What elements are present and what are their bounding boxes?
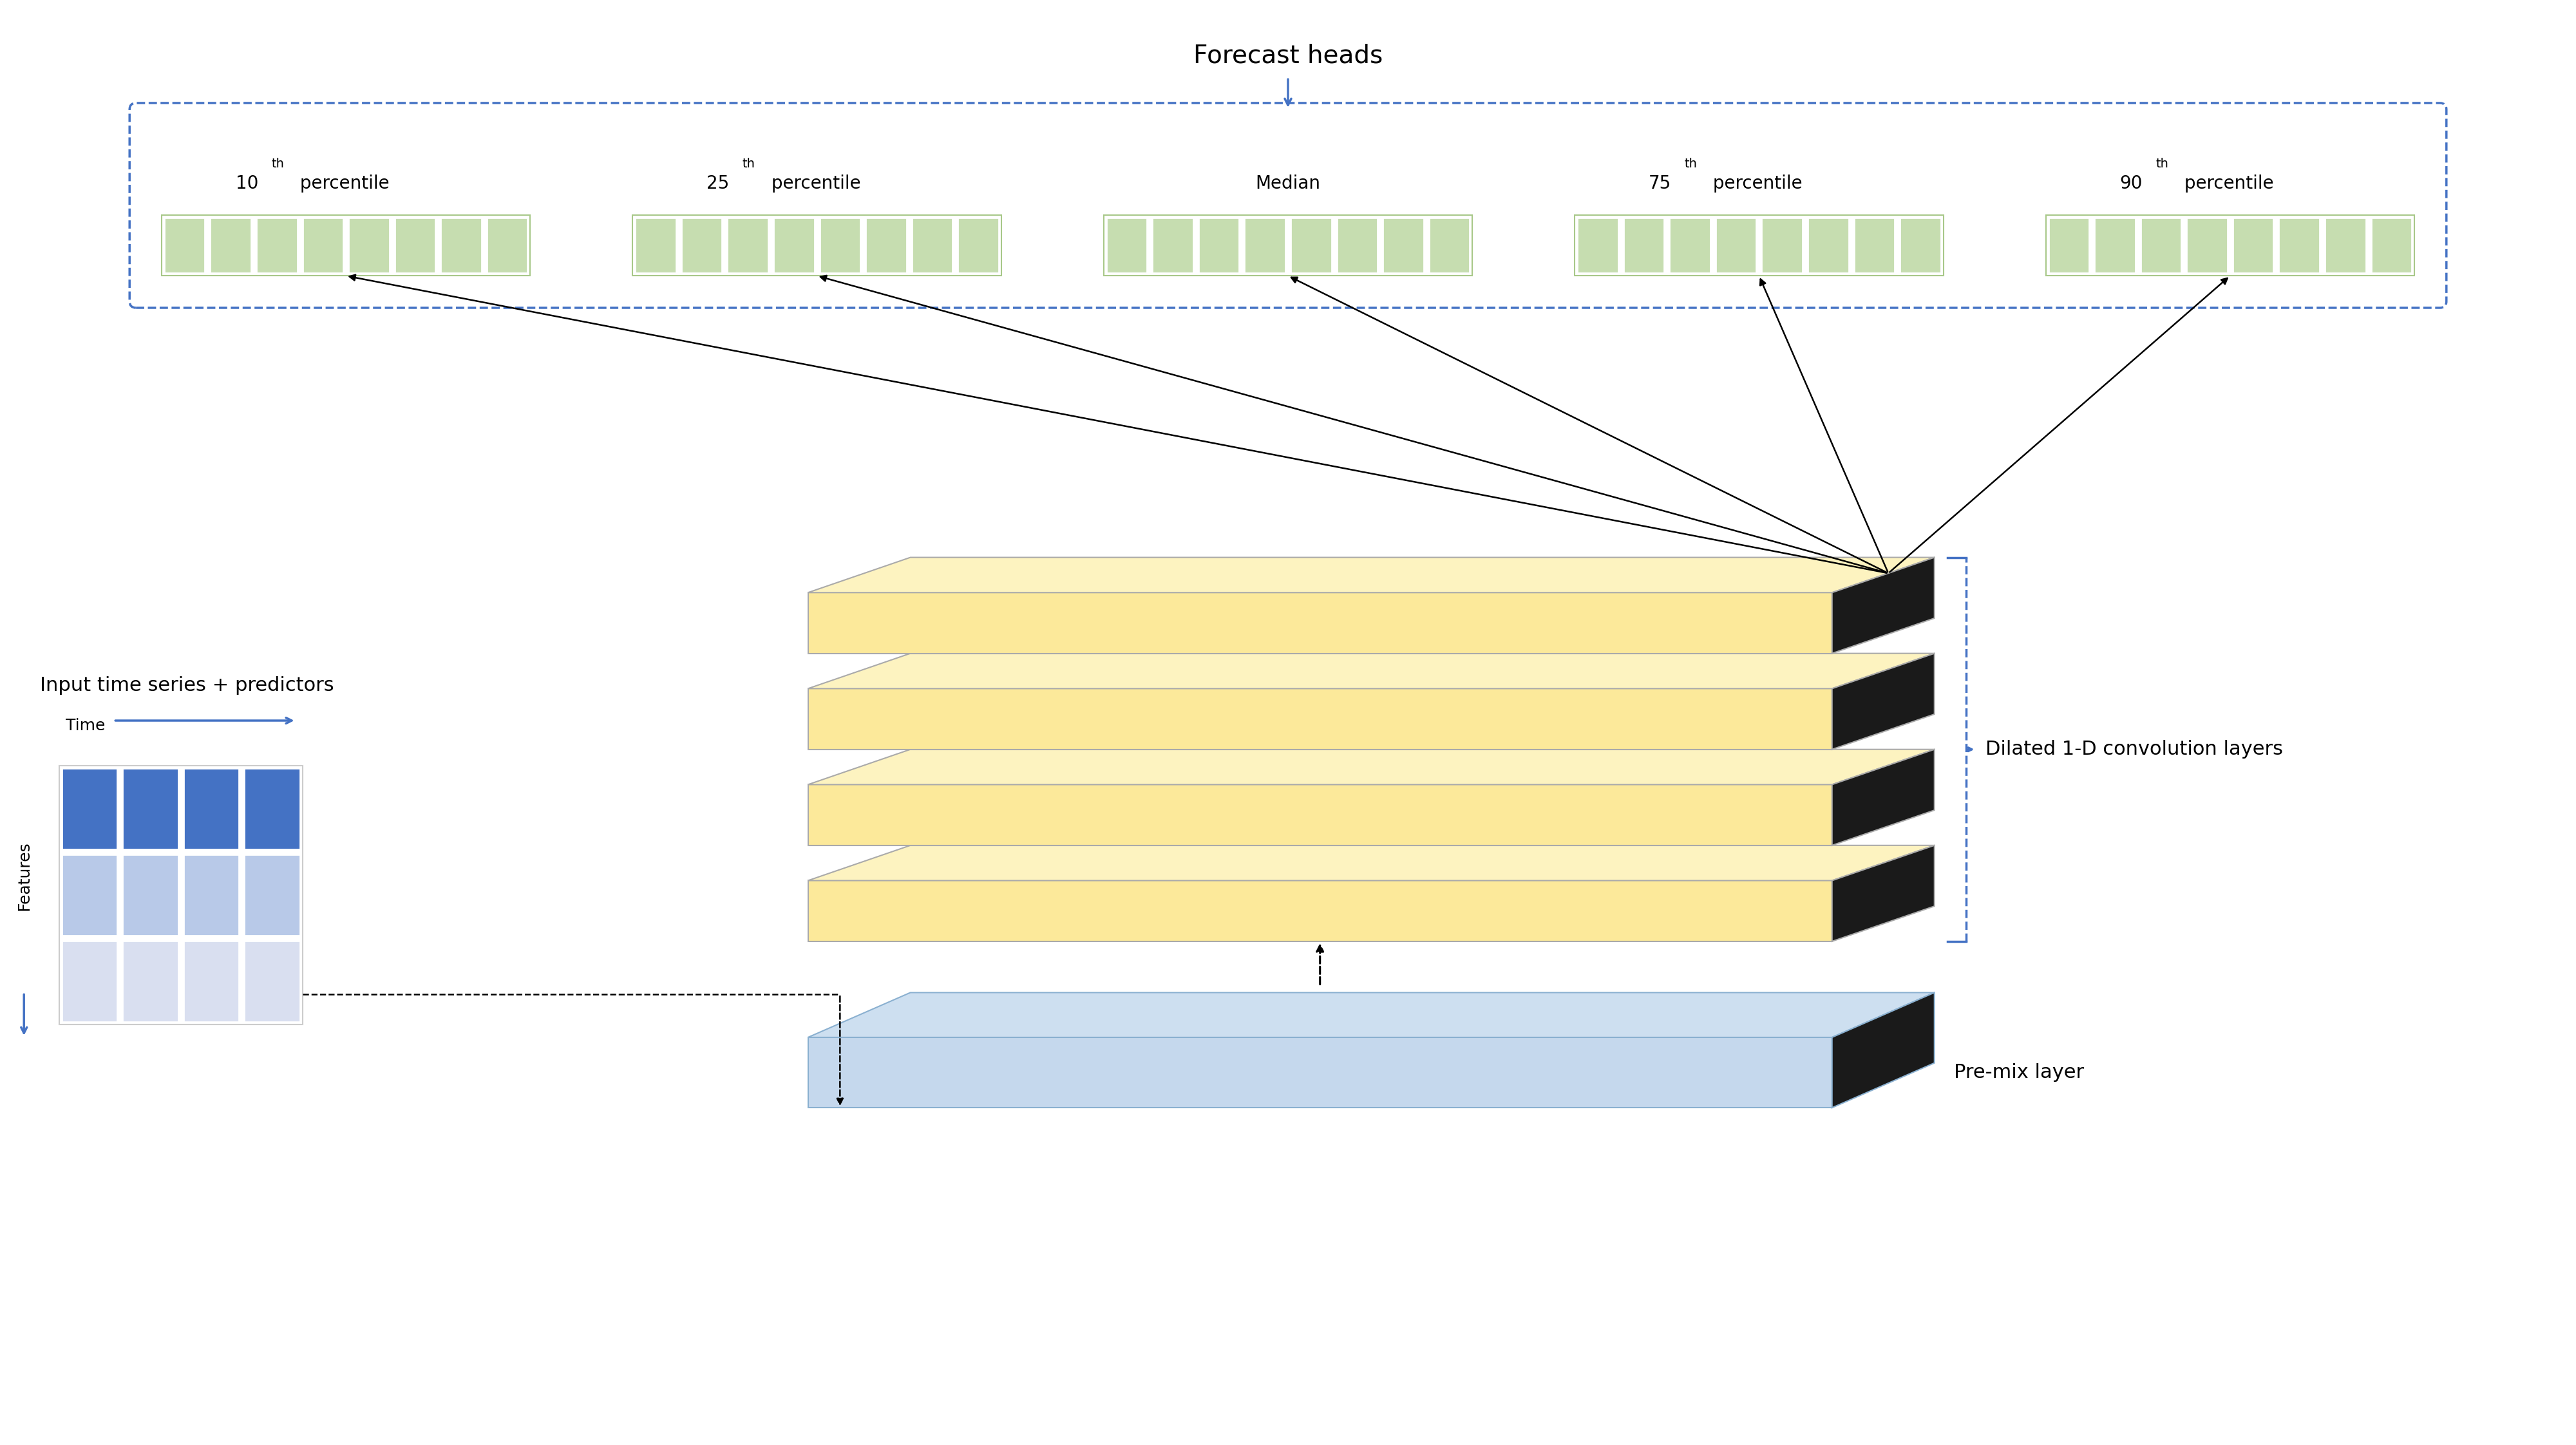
Bar	[1762, 218, 1803, 273]
Bar	[1291, 218, 1332, 273]
Bar	[165, 218, 206, 273]
Polygon shape	[809, 558, 1935, 592]
Bar	[162, 215, 531, 276]
Bar	[183, 854, 240, 935]
Bar	[2324, 218, 2365, 273]
Bar	[211, 218, 252, 273]
Polygon shape	[1832, 993, 1935, 1108]
Bar	[124, 854, 178, 935]
Polygon shape	[809, 592, 1832, 653]
Text: 75: 75	[1649, 175, 1672, 192]
Bar	[245, 941, 299, 1022]
Bar	[183, 767, 240, 850]
Bar	[2233, 218, 2275, 273]
Polygon shape	[809, 653, 1935, 689]
Bar	[819, 218, 860, 273]
Text: th: th	[2156, 158, 2169, 171]
Bar	[2094, 218, 2136, 273]
Polygon shape	[809, 880, 1832, 941]
Bar	[124, 941, 178, 1022]
Bar	[634, 215, 1002, 276]
Text: 10: 10	[234, 175, 258, 192]
Bar	[2187, 218, 2228, 273]
Polygon shape	[1832, 845, 1935, 941]
Polygon shape	[809, 1038, 1832, 1108]
Bar	[958, 218, 999, 273]
Bar	[348, 218, 389, 273]
Bar	[1901, 218, 1940, 273]
Polygon shape	[809, 845, 1935, 880]
Text: Median: Median	[1255, 175, 1321, 192]
Bar	[255, 218, 296, 273]
Bar	[1577, 218, 1618, 273]
Bar	[636, 218, 675, 273]
Bar	[1383, 218, 1425, 273]
Bar	[487, 218, 528, 273]
Text: Input time series + predictors: Input time series + predictors	[41, 676, 335, 695]
Bar	[2045, 215, 2414, 276]
Bar	[1855, 218, 1896, 273]
Bar	[62, 767, 118, 850]
Bar	[866, 218, 907, 273]
Bar	[2370, 218, 2411, 273]
Bar	[912, 218, 953, 273]
Text: th: th	[1685, 158, 1698, 171]
Bar	[183, 941, 240, 1022]
Bar	[2141, 218, 2182, 273]
Bar	[680, 218, 721, 273]
Polygon shape	[1832, 653, 1935, 750]
Bar	[1103, 215, 1473, 276]
Bar	[1337, 218, 1378, 273]
Bar	[1669, 218, 1710, 273]
Bar	[1808, 218, 1850, 273]
Text: percentile: percentile	[2179, 175, 2275, 192]
Bar	[1430, 218, 1471, 273]
Bar	[1716, 218, 1757, 273]
Text: Time: Time	[64, 718, 106, 734]
Text: th: th	[270, 158, 283, 171]
Polygon shape	[1832, 558, 1935, 653]
Text: percentile: percentile	[294, 175, 389, 192]
Bar	[301, 218, 343, 273]
Bar	[62, 941, 118, 1022]
Text: percentile: percentile	[765, 175, 860, 192]
Bar	[1105, 218, 1146, 273]
Text: percentile: percentile	[1708, 175, 1803, 192]
Bar	[62, 854, 118, 935]
Bar	[2280, 218, 2321, 273]
Bar	[2048, 218, 2089, 273]
Polygon shape	[1832, 750, 1935, 845]
Bar	[124, 767, 178, 850]
Bar	[245, 767, 299, 850]
Bar	[245, 854, 299, 935]
Text: th: th	[742, 158, 755, 171]
Polygon shape	[809, 689, 1832, 750]
Bar	[1574, 215, 1942, 276]
Text: Features: Features	[15, 841, 31, 910]
Bar	[1623, 218, 1664, 273]
Bar	[1244, 218, 1285, 273]
Polygon shape	[809, 993, 1935, 1038]
Bar	[440, 218, 482, 273]
Text: Forecast heads: Forecast heads	[1193, 43, 1383, 68]
Bar	[773, 218, 814, 273]
Polygon shape	[809, 785, 1832, 845]
Text: Pre-mix layer: Pre-mix layer	[1953, 1064, 2084, 1082]
Text: 90: 90	[2120, 175, 2143, 192]
Bar	[1198, 218, 1239, 273]
Bar	[394, 218, 435, 273]
Text: Dilated 1-D convolution layers: Dilated 1-D convolution layers	[1986, 740, 2282, 759]
Text: 25: 25	[706, 175, 729, 192]
Bar	[59, 766, 301, 1025]
Bar	[726, 218, 768, 273]
Bar	[1151, 218, 1193, 273]
Polygon shape	[809, 750, 1935, 785]
